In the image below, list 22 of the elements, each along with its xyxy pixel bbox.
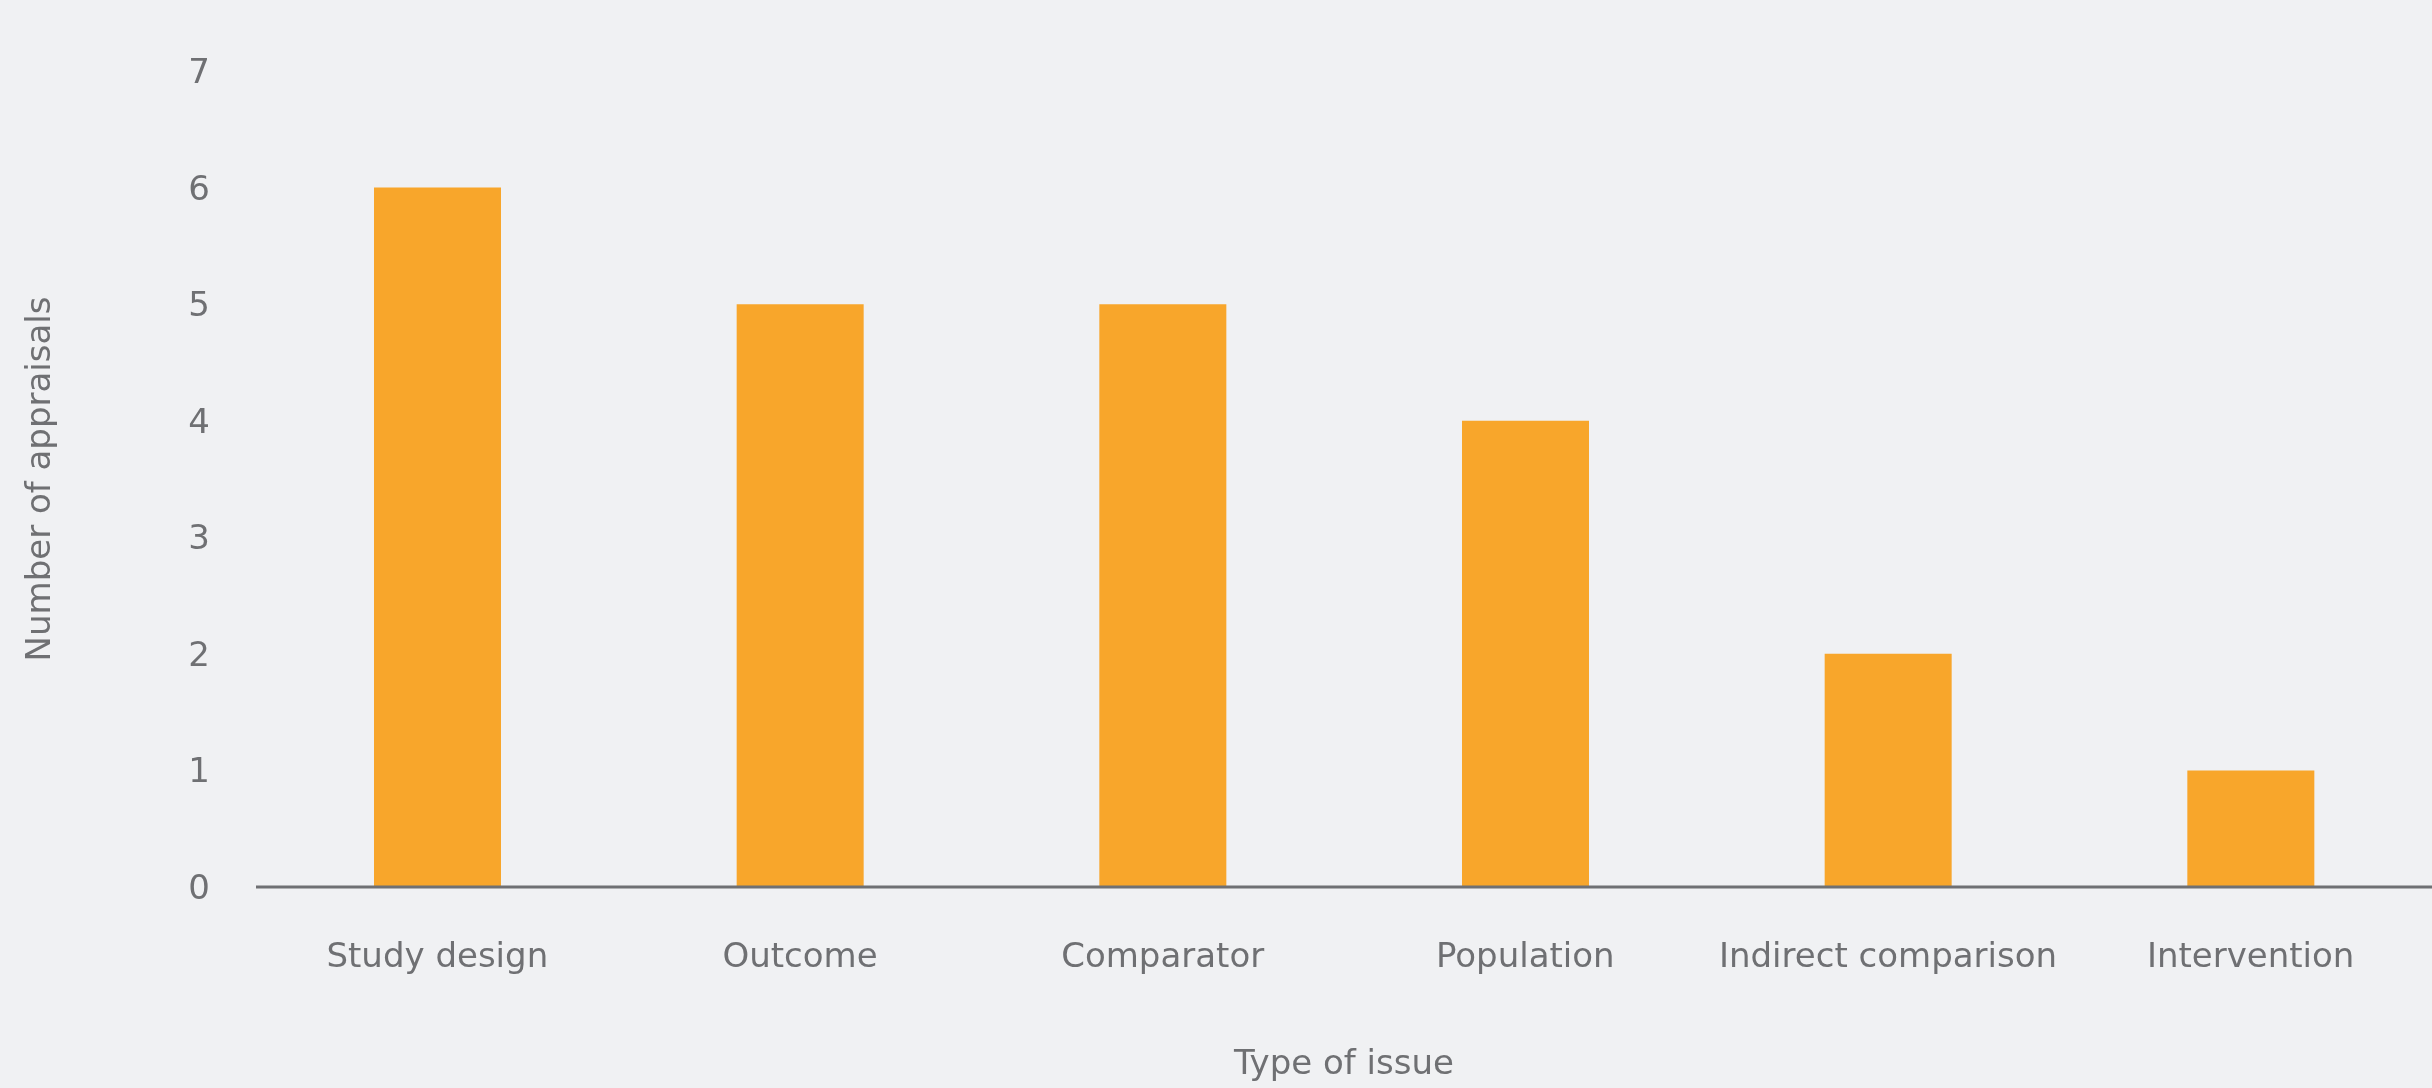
x-tick-label: Study design [326, 935, 549, 976]
x-tick-label: Population [1436, 935, 1615, 976]
bar [2187, 770, 2315, 887]
x-axis-title: Type of issue [1233, 1042, 1454, 1082]
x-tick-label: Intervention [2146, 935, 2355, 976]
bar [736, 304, 864, 887]
bar [374, 187, 501, 887]
x-tick-label: Outcome [722, 935, 878, 976]
y-tick-label: 5 [188, 284, 210, 325]
x-tick-label: Comparator [1061, 935, 1265, 976]
y-tick-label: 3 [188, 517, 210, 558]
bar [1824, 653, 1952, 887]
y-tick-label: 6 [188, 167, 210, 208]
y-tick-label: 4 [188, 400, 210, 441]
y-tick-label: 0 [188, 867, 210, 908]
y-tick-label: 7 [188, 51, 210, 92]
y-tick-label: 2 [188, 633, 210, 674]
bar [1099, 304, 1227, 887]
y-axis-title: Number of appraisals [18, 296, 59, 662]
bar [1462, 420, 1589, 887]
y-tick-label: 1 [188, 750, 210, 791]
x-tick-label: Indirect comparison [1718, 935, 2058, 976]
